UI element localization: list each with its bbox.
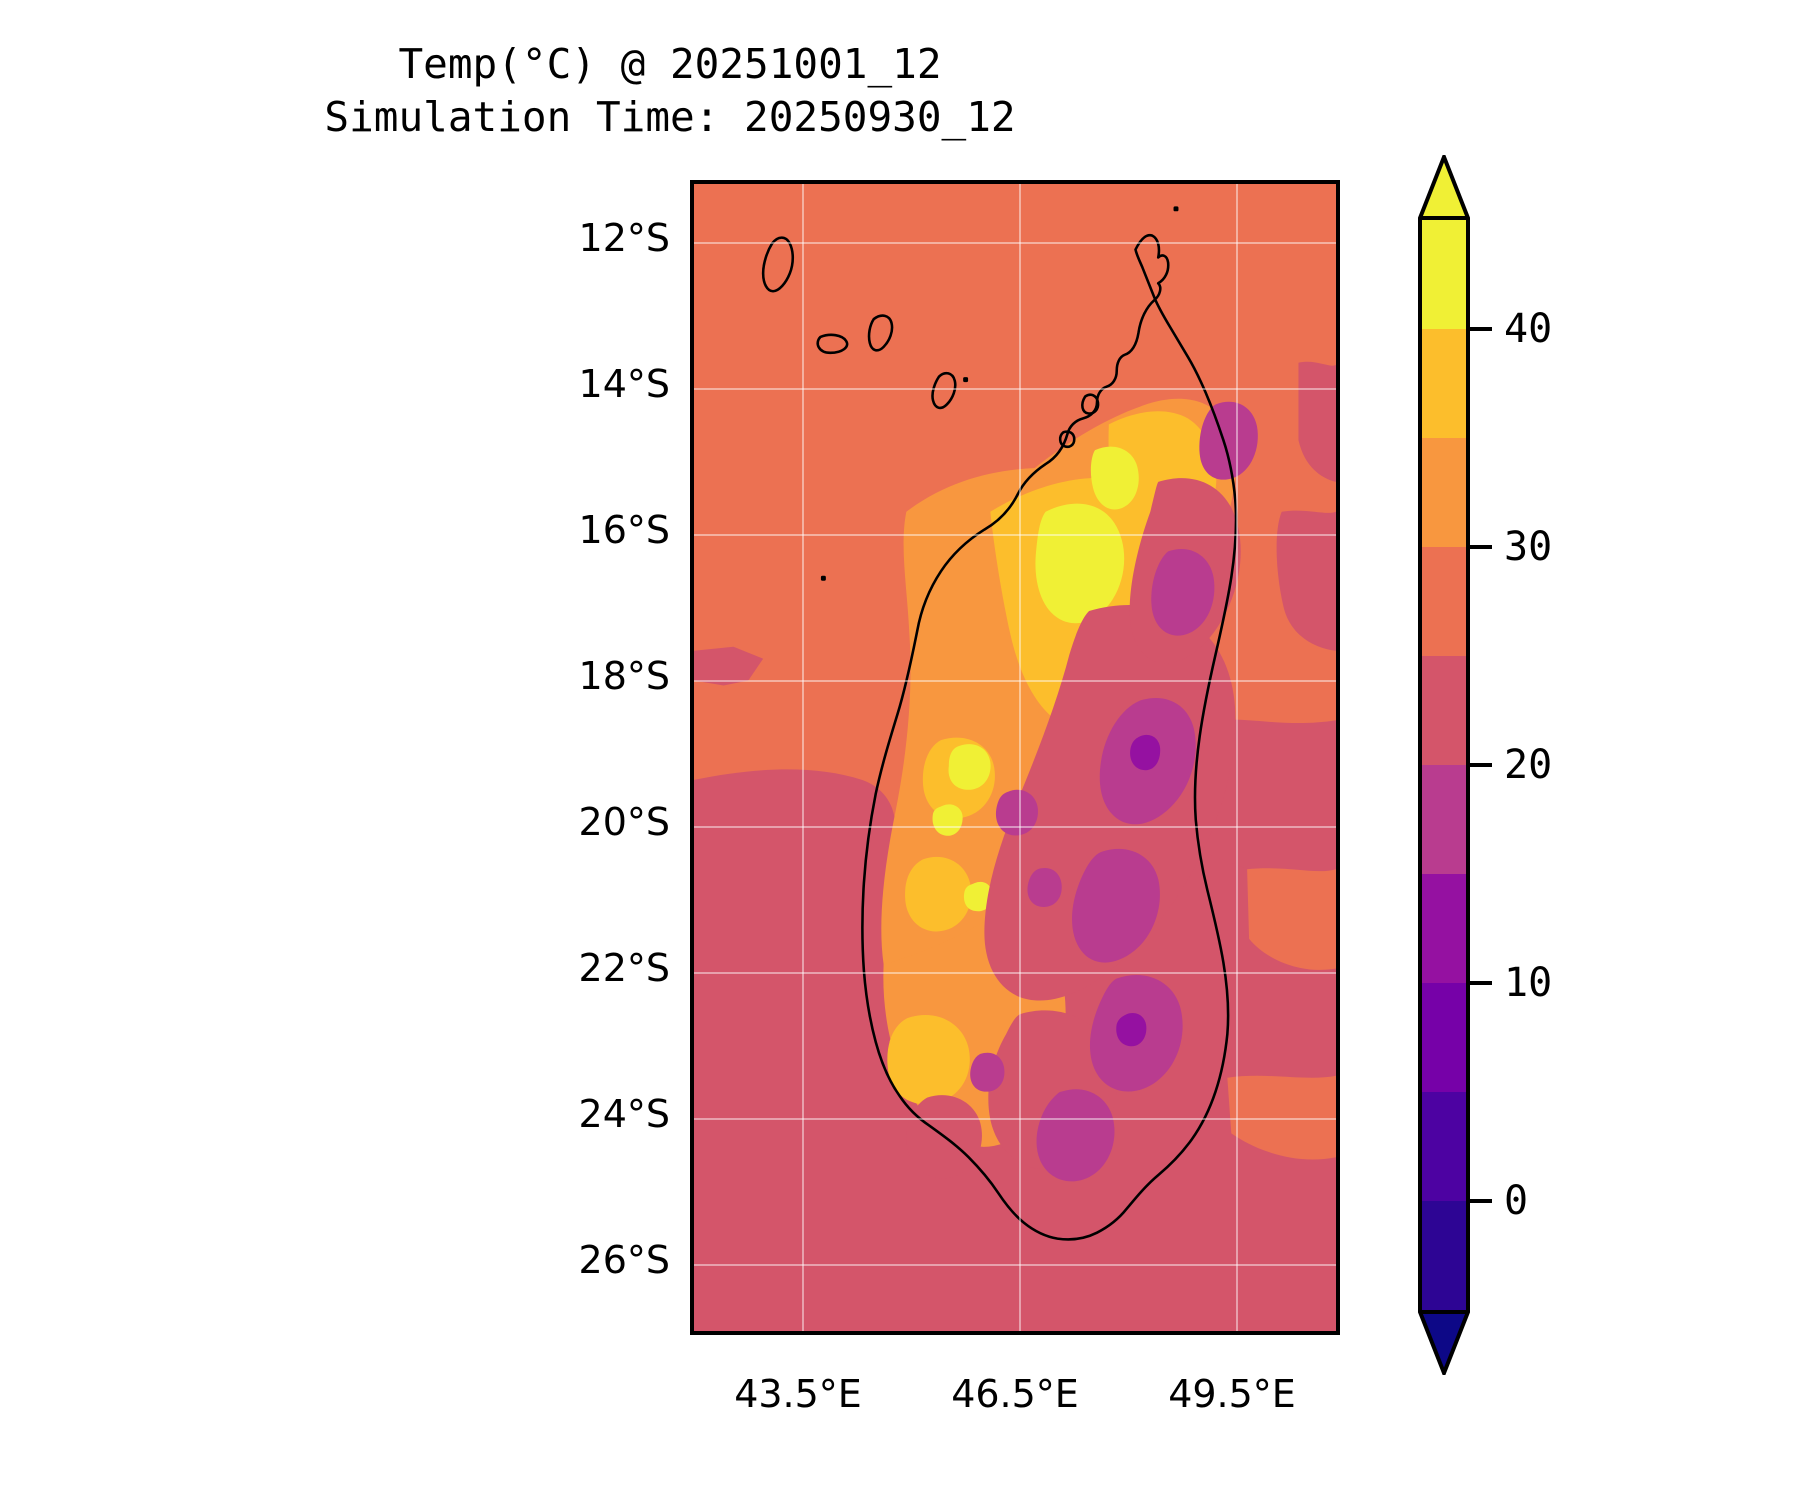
colorbar-band-35-40 bbox=[1418, 329, 1470, 438]
y-tick-label-18S: 18°S bbox=[578, 654, 670, 698]
colorbar-under-arrow bbox=[1418, 1310, 1470, 1375]
colorbar: 40 30 20 10 0 bbox=[1418, 155, 1568, 1375]
colorbar-ticklabel-30: 30 bbox=[1504, 524, 1553, 570]
colorbar-tick-40 bbox=[1470, 327, 1492, 331]
x-tick-label-46-5E: 46.5°E bbox=[951, 1372, 1079, 1416]
colorbar-ticklabel-0: 0 bbox=[1504, 1178, 1529, 1224]
colorbar-tick-10 bbox=[1470, 981, 1492, 985]
colorbar-band-minus5-0 bbox=[1418, 1201, 1470, 1310]
x-tick-label-49-5E: 49.5°E bbox=[1168, 1372, 1296, 1416]
y-tick-label-14S: 14°S bbox=[578, 362, 670, 406]
y-tick-label-24S: 24°S bbox=[578, 1092, 670, 1136]
title-line-2: Simulation Time: 20250930_12 bbox=[324, 93, 1016, 142]
colorbar-ticklabel-40: 40 bbox=[1504, 306, 1553, 352]
colorbar-over-arrow bbox=[1418, 155, 1470, 220]
colorbar-outline bbox=[1418, 220, 1470, 1310]
y-tick-label-16S: 16°S bbox=[578, 508, 670, 552]
y-tick-label-22S: 22°S bbox=[578, 946, 670, 990]
colorbar-band-20-25 bbox=[1418, 656, 1470, 765]
colorbar-band-0-5 bbox=[1418, 1092, 1470, 1201]
temperature-contour-map bbox=[694, 184, 1336, 1331]
figure-title: Temp(°C) @ 20251001_12 Simulation Time: … bbox=[0, 38, 1340, 145]
colorbar-tick-20 bbox=[1470, 763, 1492, 767]
x-tick-label-43-5E: 43.5°E bbox=[734, 1372, 862, 1416]
colorbar-band-25-30 bbox=[1418, 547, 1470, 656]
colorbar-ticklabel-20: 20 bbox=[1504, 742, 1553, 788]
colorbar-ticklabel-10: 10 bbox=[1504, 960, 1553, 1006]
colorbar-band-5-10 bbox=[1418, 983, 1470, 1092]
y-tick-label-26S: 26°S bbox=[578, 1238, 670, 1282]
colorbar-band-15-20 bbox=[1418, 765, 1470, 874]
colorbar-band-10-15 bbox=[1418, 874, 1470, 983]
colorbar-tick-0 bbox=[1470, 1199, 1492, 1203]
colorbar-band-40-45 bbox=[1418, 220, 1470, 329]
y-tick-label-12S: 12°S bbox=[578, 216, 670, 260]
map-plot-axes bbox=[690, 180, 1340, 1335]
colorbar-bands bbox=[1418, 220, 1470, 1310]
colorbar-tick-30 bbox=[1470, 545, 1492, 549]
y-tick-label-20S: 20°S bbox=[578, 800, 670, 844]
colorbar-band-30-35 bbox=[1418, 438, 1470, 547]
title-line-1: Temp(°C) @ 20251001_12 bbox=[398, 40, 942, 88]
